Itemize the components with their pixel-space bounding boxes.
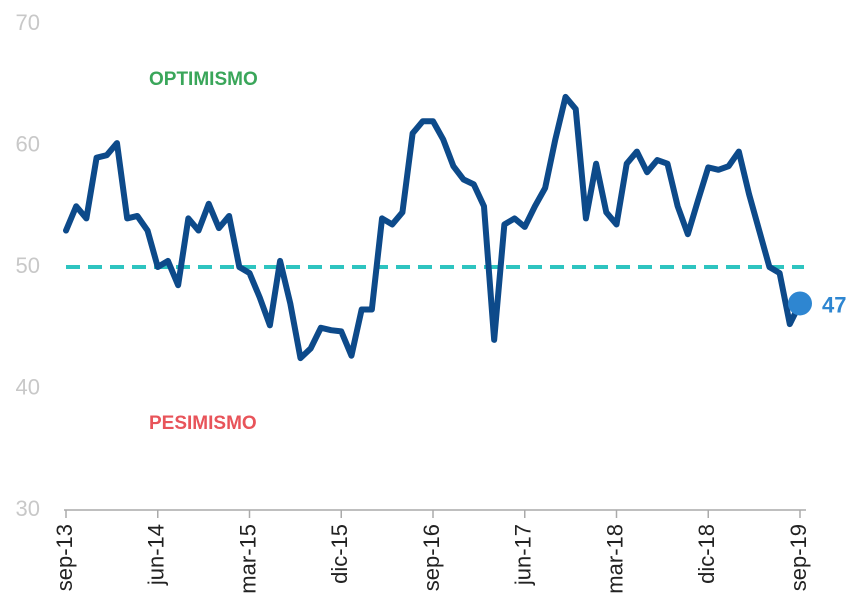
annotation: PESIMISMO bbox=[149, 413, 257, 434]
y-tick-label: 60 bbox=[16, 131, 40, 156]
line-series bbox=[63, 93, 803, 362]
x-tick-label: sep-16 bbox=[419, 524, 444, 591]
data-label: 47 bbox=[822, 292, 846, 317]
last-point bbox=[788, 291, 812, 316]
y-tick-label: 30 bbox=[16, 496, 40, 521]
y-tick-label: 50 bbox=[16, 253, 40, 278]
annotation: OPTIMISMO bbox=[149, 69, 258, 90]
x-tick-label: jun-17 bbox=[511, 524, 536, 586]
x-tick-label: mar-18 bbox=[602, 524, 627, 594]
x-tick-label: sep-13 bbox=[52, 524, 77, 591]
x-tick-label: sep-19 bbox=[786, 524, 811, 591]
y-tick-label: 70 bbox=[16, 10, 40, 35]
x-tick-label: mar-15 bbox=[235, 524, 260, 594]
x-tick-label: jun-14 bbox=[144, 524, 169, 586]
x-tick-label: dic-15 bbox=[327, 524, 352, 584]
y-tick-label: 40 bbox=[16, 374, 40, 399]
x-tick-label: dic-18 bbox=[694, 524, 719, 584]
